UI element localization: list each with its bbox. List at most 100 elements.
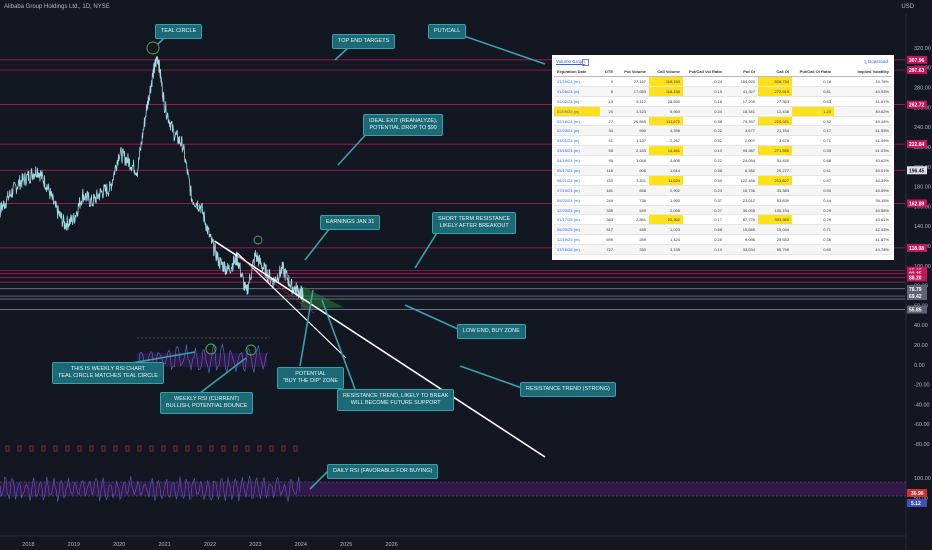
table-cell: 40.39% — [834, 175, 892, 186]
symbol-title[interactable]: Alibaba Group Holdings Ltd., 1D, NYSE — [4, 4, 110, 10]
column-header[interactable]: Expiration Date — [554, 67, 600, 77]
volume-graph-link[interactable]: Volume Graph — [556, 59, 585, 64]
column-header[interactable]: DTE — [600, 67, 616, 77]
expiration-link[interactable]: 06/20/25 (m) — [554, 224, 600, 236]
callout-short-term-resistance: SHORT TERM RESISTANCE LIKELY AFTER BREAK… — [432, 212, 517, 234]
table-cell: 41.55% — [834, 125, 892, 137]
callout-resistance-break: RESISTANCE TREND, LIKELY TO BREAK WILL B… — [337, 389, 455, 411]
table-cell: 14.76% — [834, 76, 892, 87]
table-cell: 40.01% — [834, 165, 892, 176]
y-tick-label: 280.00 — [914, 86, 931, 92]
expiration-link[interactable]: 07/19/24 (m) — [554, 185, 600, 196]
table-row: 07/19/24 (m) 181 658 2,902 0.23 16,736 33,383 0… — [554, 185, 892, 196]
event-marker — [113, 445, 118, 452]
expiration-link[interactable]: 01/16/26 (m) — [554, 244, 600, 256]
table-cell: 1,990 — [649, 195, 683, 206]
table-cell: 40.82% — [834, 106, 892, 117]
table-cell: 271,555 — [758, 145, 792, 157]
expiration-link[interactable]: 03/15/24 (m) — [554, 145, 600, 157]
table-cell: 118,155 — [649, 86, 683, 97]
column-header[interactable]: Put/Call Vol Ratio — [683, 67, 725, 77]
event-marker — [101, 445, 106, 452]
x-tick-label: 2023 — [249, 542, 261, 548]
expiration-link[interactable]: 01/17/25 (m) — [554, 214, 600, 226]
price-label: 55.85 — [909, 308, 922, 314]
table-cell: 95,987 — [725, 145, 758, 157]
callout-ideal-exit: IDEAL EXIT (REANALYZE), POTENTIAL DROP T… — [363, 114, 444, 136]
event-marker — [173, 445, 178, 452]
download-link[interactable]: ⤓ Download — [864, 59, 888, 64]
expiration-link[interactable]: 03/01/24 (w) — [554, 135, 600, 147]
price-label: 69.42 — [909, 294, 922, 300]
y-tick-label: 320.00 — [914, 46, 931, 52]
table-cell: 4,396 — [649, 125, 683, 137]
table-cell: 1.23 — [792, 106, 834, 117]
column-header[interactable]: Call OI — [758, 67, 792, 77]
table-cell: 111,672 — [649, 116, 683, 127]
table-cell: 44.93% — [834, 86, 892, 97]
table-cell: 40.62% — [834, 155, 892, 167]
table-cell: 363 — [600, 214, 616, 226]
event-marker — [125, 445, 130, 452]
callout-low-end: LOW END, BUY ZONE — [457, 324, 526, 339]
expiration-link[interactable]: 02/16/24 (m) — [554, 116, 600, 127]
column-header[interactable]: Implied Volatility — [834, 67, 892, 77]
expiration-link[interactable]: 02/09/24 (w) — [554, 106, 600, 117]
rsi-value-label: 36.96 — [911, 491, 924, 497]
table-row: 01/26/24 (w) 6 17,653 118,155 0.15 41,327 272,… — [554, 86, 892, 97]
table-cell: 0.60 — [792, 244, 834, 256]
table-cell: 1,423 — [616, 106, 649, 117]
price-label: 162.89 — [909, 202, 925, 208]
circle-marks — [146, 41, 263, 356]
table-row: 02/02/24 (w) 13 5,112 28,650 0.18 17,205 27,36… — [554, 96, 892, 107]
y-tick-label: -40.00 — [914, 402, 930, 408]
expiration-link[interactable]: 01/26/24 (w) — [554, 86, 600, 97]
table-cell: 0.52 — [683, 135, 725, 147]
expiration-link[interactable]: 05/17/24 (m) — [554, 165, 600, 176]
price-line — [0, 56, 304, 303]
expiration-link[interactable]: 02/23/24 (w) — [554, 125, 600, 137]
pointer-short-term — [414, 227, 441, 269]
earnings-circle-mark — [253, 235, 263, 245]
table-cell: 14,461 — [649, 145, 683, 157]
expiration-link[interactable]: 06/21/24 (m) — [554, 175, 600, 186]
table-cell: 549 — [616, 205, 649, 216]
table-row: 12/20/24 (m) 335 549 2,055 0.27 30,035 105,194… — [554, 205, 892, 216]
table-cell: 26,865 — [616, 116, 649, 127]
table-cell: 0.68 — [683, 224, 725, 236]
y-tick-label: 140.00 — [914, 224, 931, 230]
expiration-link[interactable]: 09/20/24 (m) — [554, 195, 600, 206]
pointer-resistance-break — [321, 299, 356, 390]
price-label: 222.84 — [909, 142, 925, 148]
table-cell: 30,035 — [725, 205, 758, 216]
rsi-circle-mark — [205, 343, 217, 355]
table-cell: 11,624 — [649, 175, 683, 186]
event-marker — [233, 445, 238, 452]
event-marker — [281, 445, 286, 452]
table-cell: 608 — [616, 165, 649, 176]
table-cell: 1,614 — [649, 165, 683, 176]
table-cell: 42.43% — [834, 224, 892, 236]
table-cell: 23,012 — [725, 195, 758, 206]
expiration-link[interactable]: 12/20/24 (m) — [554, 205, 600, 216]
table-cell: 330 — [616, 244, 649, 256]
y-tick-label: 0.00 — [914, 363, 925, 369]
column-header[interactable]: Put Volume — [616, 67, 649, 77]
table-cell: 40.44% — [834, 116, 892, 127]
table-cell: 335 — [600, 205, 616, 216]
table-cell: 15,044 — [758, 224, 792, 236]
volume-graph-checkbox[interactable] — [582, 59, 589, 66]
expiration-link[interactable]: 12/19/25 (m) — [554, 234, 600, 246]
expiration-link[interactable]: 01/19/24 (m) — [554, 76, 600, 87]
table-cell: 3,677 — [725, 125, 758, 137]
expiration-link[interactable]: 04/19/24 (m) — [554, 155, 600, 167]
rsi-value-label: 5.12 — [911, 501, 921, 507]
column-header[interactable]: Call Volume — [649, 67, 683, 77]
table-cell: 40.61% — [834, 214, 892, 226]
table-row: 02/09/24 (w) 20 1,423 5,953 0.24 15,341 12,438… — [554, 106, 892, 117]
expiration-link[interactable]: 02/02/24 (w) — [554, 96, 600, 107]
table-row: 01/16/26 (m) 727 330 3,155 0.10 33,534 55,798 0… — [554, 244, 892, 256]
column-header[interactable]: Put/Call OI Ratio — [792, 67, 834, 77]
column-header[interactable]: Put OI — [725, 67, 758, 77]
